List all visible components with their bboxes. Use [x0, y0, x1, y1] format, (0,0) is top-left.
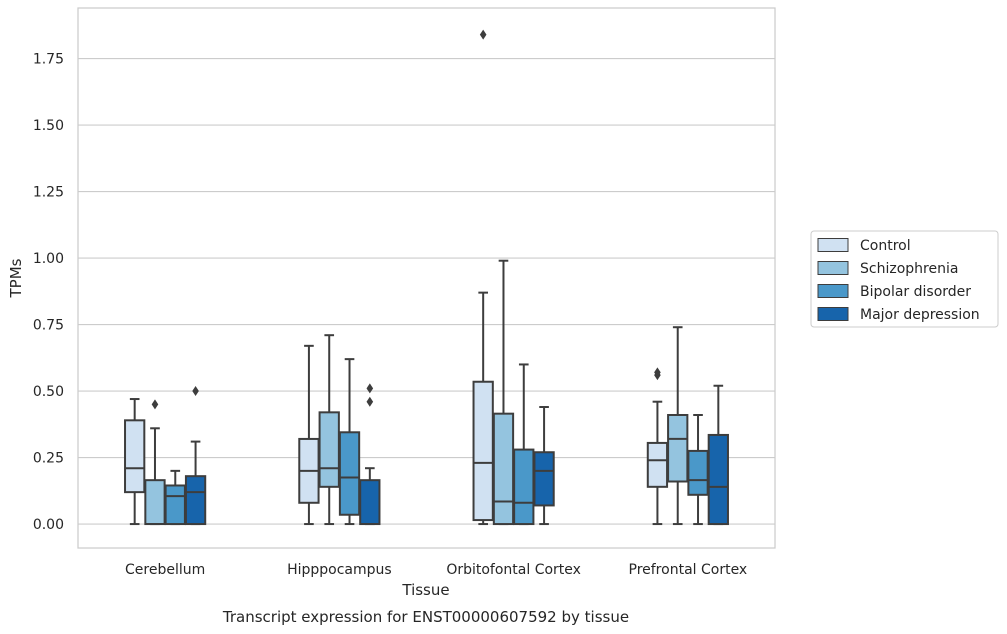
legend-swatch [817, 261, 849, 275]
box-bipolar-disorder [687, 413, 709, 526]
box-major-depression [707, 384, 729, 526]
box-major-depression [184, 386, 207, 526]
y-axis: 0.00 0.25 0.50 0.75 1.00 1.25 1.50 1.75 [33, 52, 64, 534]
iqr-box [513, 448, 535, 526]
x-tick-label: Orbitofontal Cortex [446, 562, 581, 578]
outlier-point [151, 399, 159, 410]
iqr-box [124, 419, 146, 494]
legend-label: Major depression [860, 307, 980, 323]
iqr-box [667, 413, 689, 483]
box-major-depression [533, 406, 555, 526]
legend-swatch [817, 284, 849, 298]
box-schizophrenia [667, 326, 689, 526]
outlier-point [479, 29, 487, 40]
iqr-box [144, 479, 166, 526]
iqr-box [184, 475, 207, 526]
outlier-point [366, 396, 374, 407]
y-tick-label: 0.50 [33, 384, 64, 400]
box-control [646, 367, 669, 526]
iqr-box [359, 479, 381, 526]
y-tick-label: 0.25 [33, 451, 64, 467]
legend-label: Bipolar disorder [860, 284, 971, 300]
iqr-box [318, 411, 340, 488]
outlier-point [192, 386, 199, 397]
x-axis: Cerebellum Hipppocampus Orbitofontal Corte… [125, 562, 747, 578]
y-axis-label: TPMs [7, 258, 25, 298]
box-schizophrenia [492, 259, 515, 526]
box-schizophrenia [318, 334, 340, 526]
legend-swatch [817, 307, 849, 321]
box-schizophrenia [144, 399, 166, 526]
boxes-layer [124, 29, 729, 526]
iqr-box [338, 431, 361, 516]
iqr-box [472, 380, 494, 522]
x-axis-label: Tissue [401, 581, 449, 599]
x-tick-label: Cerebellum [125, 562, 205, 578]
y-tick-label: 1.75 [33, 52, 64, 68]
legend-label: Schizophrenia [860, 261, 958, 277]
box-major-depression [359, 383, 381, 526]
iqr-box [707, 433, 729, 526]
plot-frame [77, 7, 776, 549]
iqr-box [533, 451, 555, 507]
y-tick-label: 0.00 [33, 517, 64, 533]
outlier-point [366, 383, 374, 394]
box-control [124, 398, 146, 526]
chart-caption: Transcript expression for ENST0000060759… [222, 608, 629, 626]
iqr-box [492, 412, 515, 526]
legend-frame [810, 230, 999, 328]
y-tick-label: 0.75 [33, 318, 64, 334]
iqr-box [646, 441, 669, 488]
box-control [472, 29, 494, 526]
outlier-point [654, 367, 661, 378]
x-tick-label: Hipppocampus [287, 562, 392, 578]
legend-swatch [817, 238, 849, 252]
y-tick-label: 1.00 [33, 251, 64, 267]
box-bipolar-disorder [338, 358, 361, 526]
legend: Control Schizophrenia Bipolar disorder Majo… [810, 230, 999, 328]
box-bipolar-disorder [513, 363, 535, 526]
box-control [298, 344, 320, 526]
x-tick-label: Prefrontal Cortex [629, 562, 748, 578]
y-tick-label: 1.25 [33, 185, 64, 201]
y-tick-label: 1.50 [33, 118, 64, 134]
iqr-box [687, 449, 709, 496]
box-bipolar-disorder [164, 469, 186, 526]
legend-label: Control [860, 238, 911, 254]
iqr-box [164, 484, 186, 526]
